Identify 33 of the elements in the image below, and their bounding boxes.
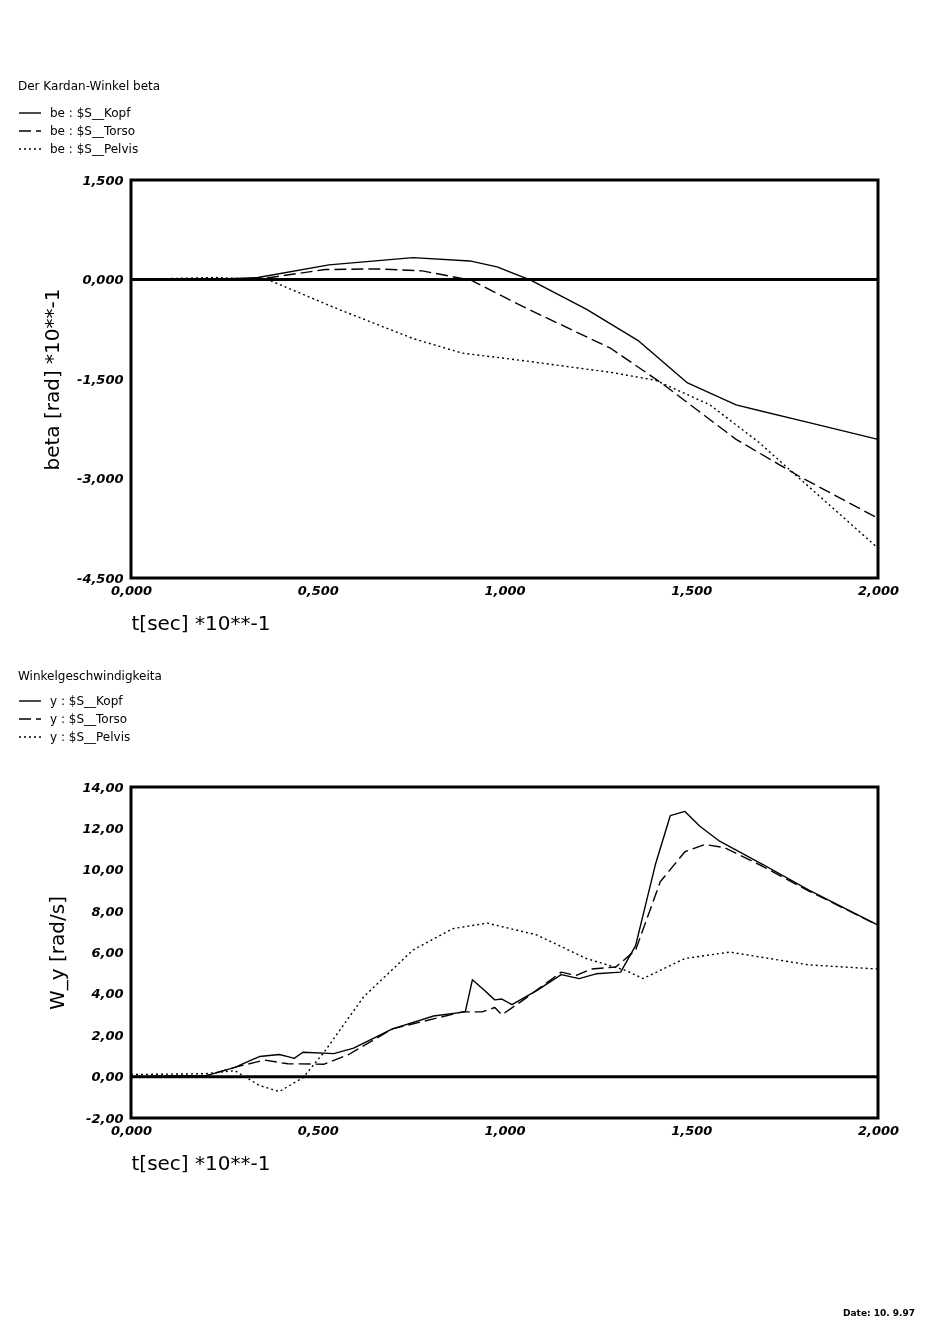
y-tick-label: -3,000 [76,471,124,486]
y-tick-label: -1,500 [76,371,124,387]
y-tick-label: 8,00 [91,903,124,919]
legend-label: be : $S__Kopf [50,106,132,120]
y-tick-label: 0,000 [82,272,124,287]
text: Date: 10. 9.97 [843,1308,915,1318]
x-tick-label: 2,000 [857,1122,900,1138]
y-tick-label: 14,00 [82,779,124,795]
x-axis-title: t[sec] *10**-1 [131,1150,271,1175]
legend-label: y : $S__Torso [50,712,128,726]
y-axis-title: W_y [rad/s] [45,896,70,1010]
y-axis-title: beta [rad] *10**-1 [39,288,64,471]
y-tick-label: 2,00 [91,1027,124,1043]
x-tick-label: 1,500 [671,582,713,598]
chart-title: Winkelgeschwindigkeita [18,669,162,683]
x-tick-label: 2,000 [857,582,900,598]
y-tick-label: 1,500 [82,172,124,188]
legend-label: be : $S__Torso [50,124,136,138]
x-tick-label: 1,000 [484,1122,526,1138]
y-tick-label: 0,00 [91,1069,124,1085]
y-tick-label: 6,00 [91,945,124,960]
x-tick-label: 0,500 [297,1122,339,1138]
x-tick-label: 0,500 [297,582,339,598]
y-tick-label: 10,00 [82,862,124,878]
x-axis-title: t[sec] *10**-1 [131,610,271,635]
y-tick-label: 12,00 [82,820,124,836]
legend-label: y : $S__Pelvis [50,730,131,744]
legend-label: y : $S__Kopf [50,694,124,708]
chart-title: Der Kardan-Winkel beta [18,79,161,93]
legend-label: be : $S__Pelvis [50,142,139,156]
x-tick-label: 1,500 [671,1122,713,1138]
x-tick-label: 1,000 [484,582,526,598]
y-tick-label: 4,00 [90,986,124,1002]
